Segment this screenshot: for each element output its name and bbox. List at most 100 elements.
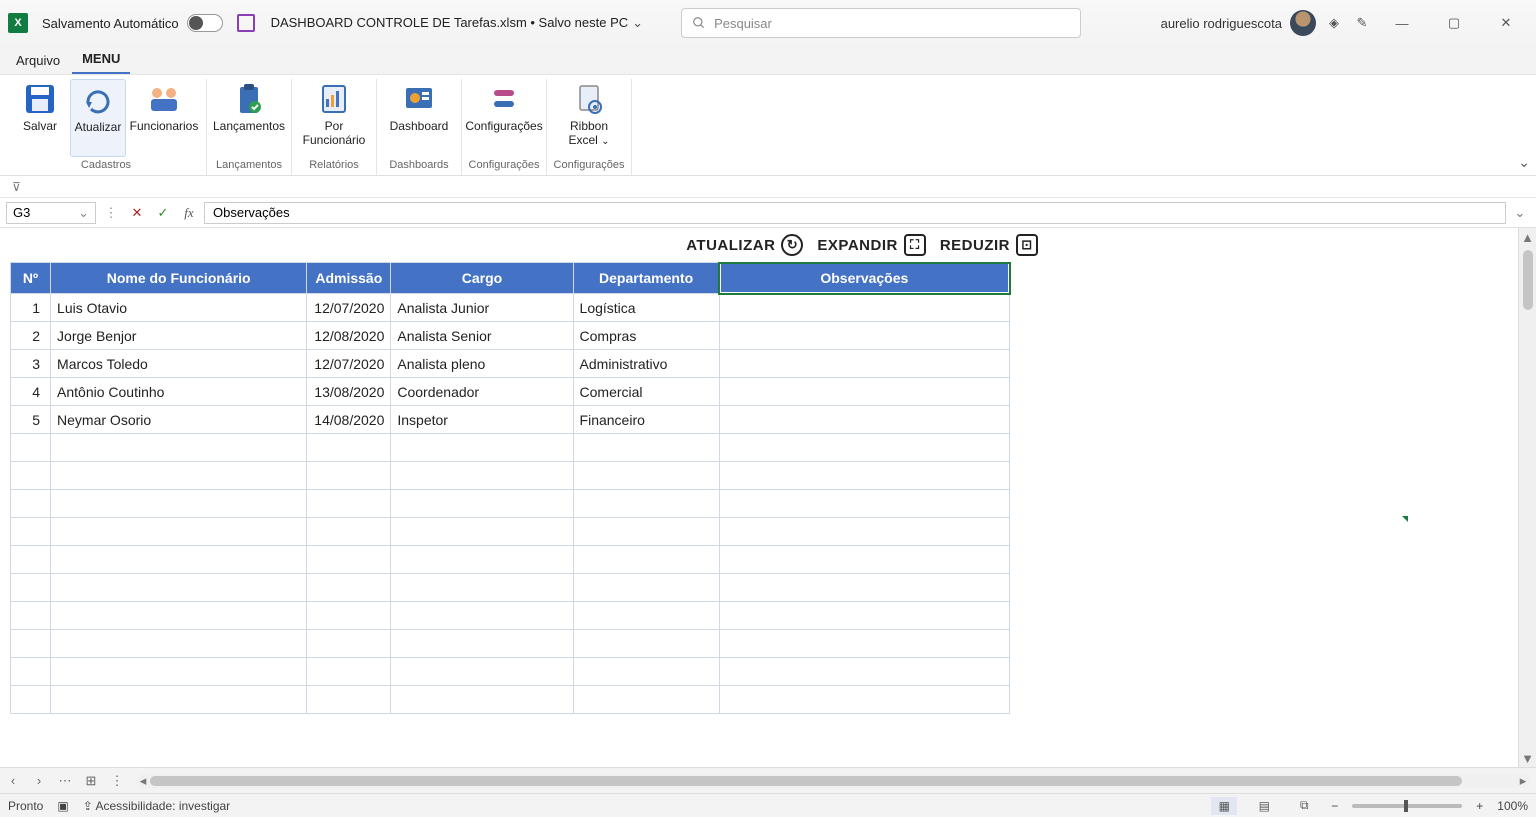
table-row-empty[interactable] (11, 490, 1010, 518)
table-row-empty[interactable] (11, 574, 1010, 602)
ribbon-config-button[interactable]: Configurações (468, 79, 540, 157)
view-layout-button[interactable]: ▤ (1251, 797, 1277, 815)
header-nome[interactable]: Nome do Funcionário (51, 263, 307, 294)
view-normal-button[interactable]: ▦ (1211, 797, 1237, 815)
ribbon-ribbonexcel-label: Ribbon Excel ⌄ (555, 119, 623, 147)
scroll-down-button[interactable]: ▼ (1521, 749, 1534, 767)
excel-logo-icon: X (8, 13, 28, 33)
table-row[interactable]: 5Neymar Osorio14/08/2020InspetorFinancei… (11, 406, 1010, 434)
table-row[interactable]: 1Luis Otavio12/07/2020Analista JuniorLog… (11, 294, 1010, 322)
ribbon-group-lancamentos: Lançamentos Lançamentos (207, 79, 292, 175)
restore-button[interactable]: ▢ (1432, 8, 1476, 38)
close-button[interactable]: ✕ (1484, 8, 1528, 38)
dashboard-icon (401, 81, 437, 117)
cell-reference-label: G3 (13, 205, 30, 220)
scroll-thumb[interactable] (1523, 250, 1533, 310)
reduzir-label: REDUZIR (940, 237, 1010, 254)
prev-sheet-button[interactable]: ‹ (0, 770, 26, 792)
pen-icon[interactable]: ✎ (1352, 13, 1372, 33)
next-sheet-button[interactable]: › (26, 770, 52, 792)
ribbon-salvar-button[interactable]: Salvar (12, 79, 68, 157)
formula-cancel-button[interactable]: ✕ (126, 202, 148, 224)
atualizar-button[interactable]: ATUALIZAR ↻ (686, 234, 803, 256)
search-placeholder: Pesquisar (714, 16, 772, 31)
save-icon[interactable] (237, 14, 255, 32)
ribbon-collapse-button[interactable]: ⌄ (1518, 154, 1530, 171)
tab-options-button[interactable]: ⋮ (104, 770, 130, 792)
autosave-label: Salvamento Automático (42, 16, 179, 31)
hscroll-right-button[interactable]: ▸ (1516, 774, 1530, 788)
group-label-config1: Configurações (469, 157, 540, 175)
zoom-level-label[interactable]: 100% (1497, 799, 1528, 813)
ribbon-dashboard-button[interactable]: Dashboard (383, 79, 455, 157)
header-cargo[interactable]: Cargo (391, 263, 573, 294)
search-icon (692, 16, 706, 30)
title-bar: X Salvamento Automático DASHBOARD CONTRO… (0, 0, 1536, 46)
table-row-empty[interactable] (11, 658, 1010, 686)
tab-arquivo[interactable]: Arquivo (6, 49, 70, 74)
ribbon-dashboard-label: Dashboard (390, 119, 449, 133)
user-account[interactable]: aurelio rodriguescota (1161, 10, 1316, 36)
autosave-toggle[interactable] (187, 14, 223, 32)
ribbon-porfuncionario-button[interactable]: Por Funcionário (298, 79, 370, 157)
ribbon-atualizar-label: Atualizar (75, 120, 122, 134)
sheet-tab-strip: ‹ › ⋯ ⊞ ⋮ ◂ ▸ (0, 767, 1536, 793)
group-label-lancamentos: Lançamentos (216, 157, 282, 175)
hscroll-left-button[interactable]: ◂ (136, 774, 150, 788)
fx-button[interactable]: fx (178, 202, 200, 224)
search-input[interactable]: Pesquisar (681, 8, 1081, 38)
filename-label[interactable]: DASHBOARD CONTROLE DE Tarefas.xlsm • Sal… (271, 15, 643, 31)
sheet-action-bar: ATUALIZAR ↻ EXPANDIR ⛶ REDUZIR ⊡ (10, 232, 1038, 262)
reduzir-button[interactable]: REDUZIR ⊡ (940, 234, 1038, 256)
accessibility-status[interactable]: ⇪ Acessibilidade: investigar (83, 799, 230, 813)
qat-customize-button[interactable]: ⊽ (12, 180, 21, 194)
diamond-icon[interactable]: ◈ (1324, 13, 1344, 33)
formula-more-button[interactable]: ⋮ (100, 202, 122, 224)
ribbon-funcionarios-button[interactable]: Funcionarios (128, 79, 200, 157)
header-departamento[interactable]: Departamento (573, 263, 719, 294)
table-row-empty[interactable] (11, 686, 1010, 714)
formula-expand-button[interactable]: ⌄ (1510, 205, 1530, 221)
file-tabs: Arquivo MENU (0, 46, 1536, 74)
zoom-slider[interactable] (1352, 804, 1462, 808)
minimize-button[interactable]: — (1380, 8, 1424, 38)
ribbon-lancamentos-button[interactable]: Lançamentos (213, 79, 285, 157)
table-row-empty[interactable] (11, 546, 1010, 574)
ribbon-atualizar-button[interactable]: Atualizar (70, 79, 126, 157)
formula-input[interactable]: Observações (204, 202, 1506, 224)
hscroll-thumb[interactable] (150, 776, 1462, 786)
horizontal-scrollbar[interactable]: ◂ ▸ (136, 774, 1530, 788)
expandir-button[interactable]: EXPANDIR ⛶ (817, 234, 925, 256)
table-row-empty[interactable] (11, 518, 1010, 546)
macro-record-icon[interactable]: ▣ (57, 799, 68, 813)
group-label-dashboards: Dashboards (389, 157, 448, 175)
table-row-empty[interactable] (11, 462, 1010, 490)
ribbon-ribbonexcel-button[interactable]: Ribbon Excel ⌄ (553, 79, 625, 157)
vertical-scrollbar[interactable]: ▲ ▼ (1518, 228, 1536, 767)
header-admissao[interactable]: Admissão (307, 263, 391, 294)
header-observacoes[interactable]: Observações (719, 263, 1009, 294)
table-row[interactable]: 4Antônio Coutinho13/08/2020CoordenadorCo… (11, 378, 1010, 406)
expandir-label: EXPANDIR (817, 237, 897, 254)
table-row-empty[interactable] (11, 630, 1010, 658)
name-box[interactable]: G3 ⌄ (6, 202, 96, 224)
clipboard-check-icon (231, 81, 267, 117)
table-header-row: Nº Nome do Funcionário Admissão Cargo De… (11, 263, 1010, 294)
zoom-in-button[interactable]: + (1476, 799, 1483, 813)
table-row[interactable]: 3Marcos Toledo12/07/2020Analista plenoAd… (11, 350, 1010, 378)
ribbon-group-config2: Ribbon Excel ⌄ Configurações (547, 79, 632, 175)
formula-enter-button[interactable]: ✓ (152, 202, 174, 224)
all-sheets-button[interactable]: ⋯ (52, 770, 78, 792)
table-row-empty[interactable] (11, 434, 1010, 462)
scroll-up-button[interactable]: ▲ (1521, 228, 1534, 246)
new-sheet-button[interactable]: ⊞ (78, 770, 104, 792)
zoom-out-button[interactable]: − (1331, 799, 1338, 813)
view-pagebreak-button[interactable]: ⧉ (1291, 797, 1317, 815)
person-icon: ⇪ (83, 799, 93, 813)
table-row[interactable]: 2Jorge Benjor12/08/2020Analista SeniorCo… (11, 322, 1010, 350)
table-row-empty[interactable] (11, 602, 1010, 630)
ribbon-group-relatorios: Por Funcionário Relatórios (292, 79, 377, 175)
tab-menu[interactable]: MENU (72, 47, 130, 74)
employee-table[interactable]: Nº Nome do Funcionário Admissão Cargo De… (10, 262, 1010, 714)
header-n[interactable]: Nº (11, 263, 51, 294)
